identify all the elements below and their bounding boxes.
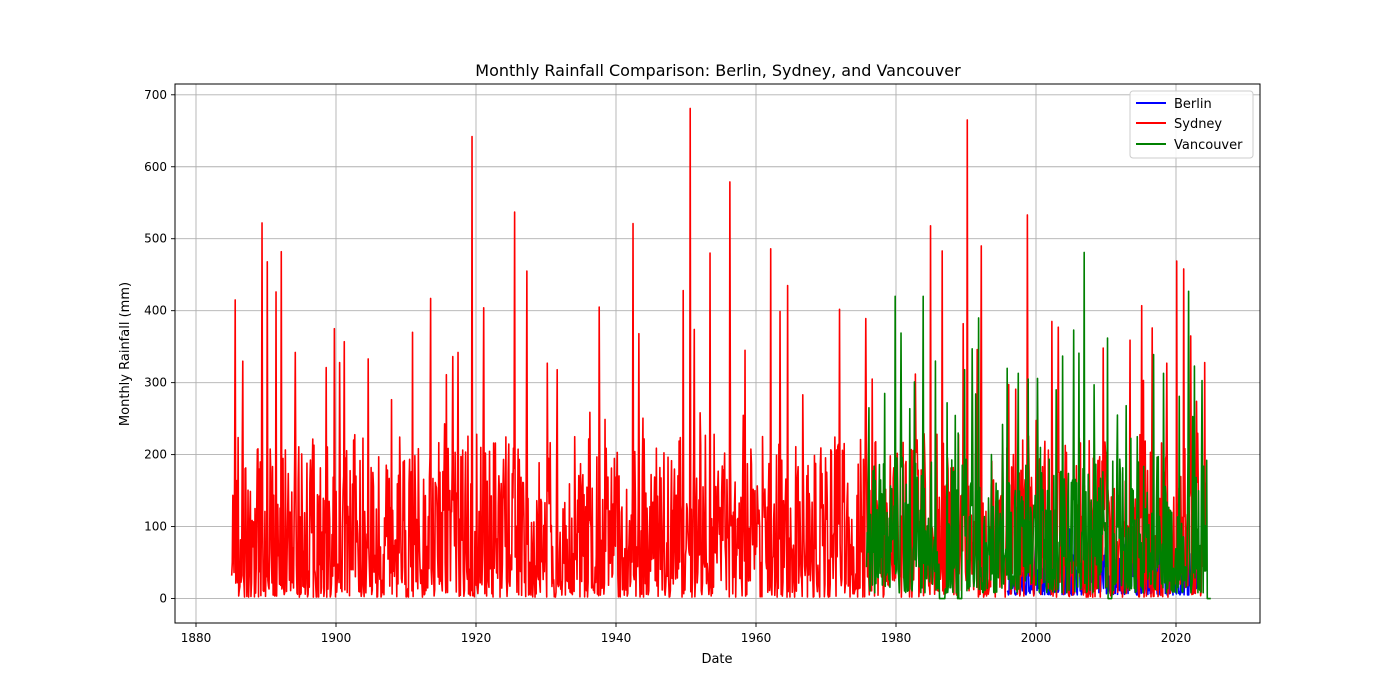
plot-frame — [174, 83, 1261, 624]
x-tick-label: 2020 — [1161, 631, 1192, 645]
x-tick-label: 1940 — [601, 631, 632, 645]
x-tick-label: 1960 — [741, 631, 772, 645]
y-tick-label: 500 — [144, 232, 167, 246]
legend: Berlin Sydney Vancouver — [1129, 90, 1254, 159]
y-tick-label: 100 — [144, 520, 167, 534]
y-tick-label: 200 — [144, 448, 167, 462]
series-layer — [230, 107, 1211, 600]
y-tick-label: 700 — [144, 88, 167, 102]
y-axis: 0 100 200 300 400 500 600 700 — [144, 88, 175, 606]
x-tick-label: 1900 — [321, 631, 352, 645]
x-axis: 1880 1900 1920 1940 1960 1980 2000 2020 — [181, 623, 1192, 645]
y-tick-label: 300 — [144, 376, 167, 390]
legend-label-berlin: Berlin — [1174, 97, 1212, 112]
legend-box — [1129, 90, 1254, 159]
x-tick-label: 1980 — [881, 631, 912, 645]
y-tick-label: 0 — [159, 592, 167, 606]
x-axis-label: Date — [701, 652, 732, 667]
chart-title: Monthly Rainfall Comparison: Berlin, Syd… — [475, 61, 961, 80]
x-tick-label: 1880 — [181, 631, 212, 645]
series-line-vancouver — [865, 251, 1211, 600]
y-tick-label: 400 — [144, 304, 167, 318]
legend-label-vancouver: Vancouver — [1174, 138, 1243, 153]
x-tick-label: 1920 — [461, 631, 492, 645]
y-axis-label: Monthly Rainfall (mm) — [118, 282, 133, 426]
legend-label-sydney: Sydney — [1174, 117, 1222, 132]
y-tick-label: 600 — [144, 160, 167, 174]
x-tick-label: 2000 — [1021, 631, 1052, 645]
